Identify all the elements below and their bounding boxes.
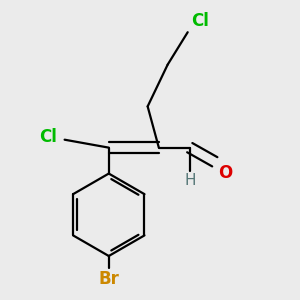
Text: Br: Br: [98, 270, 119, 288]
Text: Cl: Cl: [190, 12, 208, 30]
Text: H: H: [184, 173, 196, 188]
Text: Cl: Cl: [39, 128, 57, 146]
Text: O: O: [218, 164, 232, 182]
